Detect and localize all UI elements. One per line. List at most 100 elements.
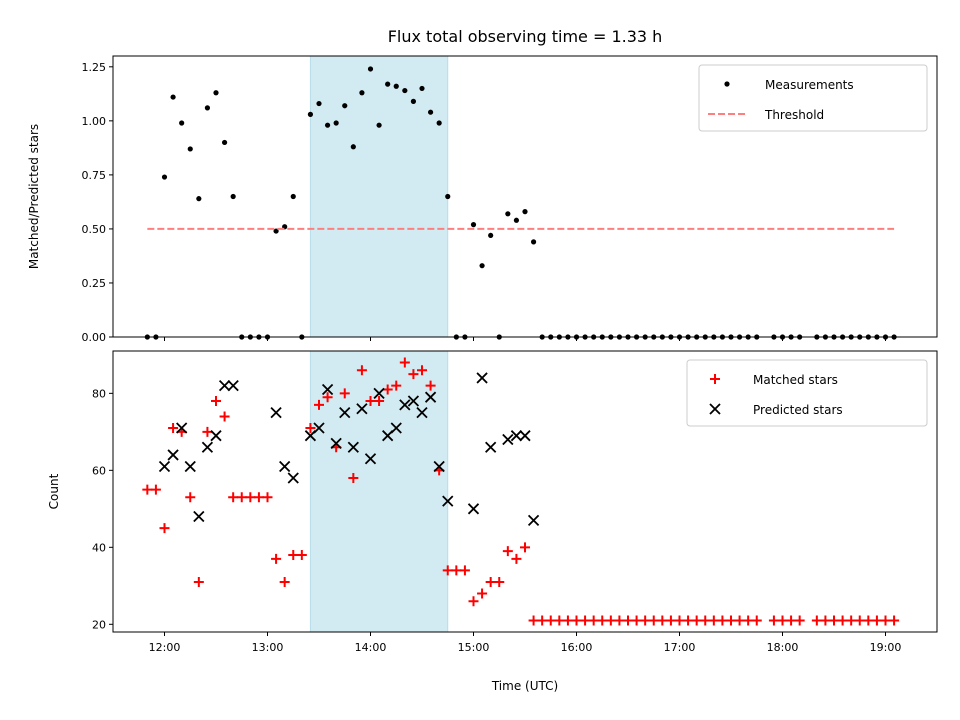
y-tick-label: 0.25 — [82, 277, 107, 290]
x-tick-label: 19:00 — [870, 641, 902, 654]
data-point — [262, 492, 273, 503]
data-point — [187, 146, 193, 152]
data-point — [170, 94, 176, 100]
data-point — [708, 615, 719, 626]
data-point — [640, 615, 651, 626]
data-point — [365, 396, 376, 407]
data-point — [768, 615, 779, 626]
data-point — [270, 406, 282, 419]
legend-marker — [710, 374, 720, 384]
data-point — [399, 399, 411, 411]
data-point — [459, 565, 470, 576]
data-point — [314, 399, 324, 410]
data-point — [502, 433, 514, 446]
data-point — [477, 588, 488, 599]
data-point — [324, 122, 331, 128]
series-predicted-stars — [158, 372, 540, 527]
data-point — [648, 615, 659, 626]
y-tick-label: 20 — [92, 618, 106, 631]
data-point — [271, 553, 282, 564]
data-point — [726, 615, 736, 626]
data-point — [399, 357, 410, 368]
legend-box — [686, 359, 928, 427]
data-point — [657, 615, 668, 626]
data-point — [419, 85, 425, 92]
legend-label: Measurements — [765, 78, 854, 92]
data-point — [554, 615, 565, 626]
data-point — [417, 365, 427, 376]
data-point — [545, 615, 556, 626]
y-tick-label: 80 — [92, 387, 106, 400]
data-point — [316, 100, 322, 107]
data-point — [889, 615, 900, 626]
data-point — [210, 430, 222, 442]
data-point — [393, 83, 399, 89]
data-point — [279, 460, 291, 473]
data-point — [356, 403, 368, 415]
data-point — [811, 615, 822, 626]
data-point — [476, 372, 488, 384]
x-axis-label: Time (UTC) — [491, 679, 558, 693]
data-point — [734, 615, 745, 626]
data-point — [219, 411, 230, 422]
y-tick-label: 0.50 — [82, 223, 107, 236]
data-point — [743, 615, 754, 626]
data-point — [571, 615, 582, 626]
data-point — [786, 615, 797, 626]
axes-frame — [112, 55, 938, 338]
data-point — [364, 453, 377, 465]
data-point — [230, 193, 236, 200]
x-tick-label: 15:00 — [458, 641, 490, 654]
data-point — [391, 380, 402, 391]
data-point — [342, 103, 348, 109]
data-point — [201, 441, 214, 453]
data-point — [700, 615, 711, 626]
data-point — [674, 615, 685, 626]
y-axis-label: Matched/Predicted stars — [27, 124, 41, 269]
x-tick-label: 12:00 — [149, 641, 181, 654]
data-point — [333, 120, 339, 126]
top-axes: 0.00 0.25 0.50 0.75 1.00 1.25 Matched/Predicte… — [27, 55, 938, 344]
data-point — [488, 232, 494, 239]
data-point — [204, 105, 211, 111]
data-point — [307, 111, 314, 117]
data-point — [665, 615, 676, 626]
data-point — [513, 217, 520, 223]
y-tick-label: 1.25 — [82, 61, 107, 74]
data-point — [167, 449, 179, 461]
data-point — [820, 615, 831, 626]
data-point — [433, 460, 445, 473]
data-point — [330, 437, 342, 450]
y-tick-label: 0.75 — [82, 169, 107, 182]
data-point — [485, 576, 496, 587]
data-point — [150, 484, 161, 495]
data-point — [322, 392, 333, 403]
data-point — [425, 380, 436, 391]
legend-marker — [709, 403, 721, 415]
y-axis-label: Count — [47, 473, 61, 509]
data-point — [367, 66, 374, 72]
data-point — [854, 615, 865, 626]
y-tick-label: 60 — [92, 464, 106, 477]
data-point — [683, 615, 694, 626]
data-point — [846, 615, 857, 626]
data-point — [185, 492, 196, 503]
legend: Matched stars Predicted stars — [686, 359, 928, 427]
data-point — [382, 384, 393, 395]
data-point — [321, 383, 334, 396]
data-point — [408, 369, 419, 380]
data-point — [158, 460, 171, 473]
data-point — [142, 484, 153, 495]
data-point — [614, 615, 625, 626]
data-point — [373, 387, 385, 399]
data-point — [374, 396, 385, 407]
data-point — [597, 615, 608, 626]
data-point — [562, 615, 573, 626]
data-point — [410, 98, 417, 104]
data-point — [184, 460, 196, 473]
y-tick-label: 0.00 — [82, 331, 107, 344]
data-point — [159, 523, 170, 534]
data-point — [296, 550, 307, 561]
data-point — [442, 565, 453, 576]
data-point — [445, 193, 451, 200]
